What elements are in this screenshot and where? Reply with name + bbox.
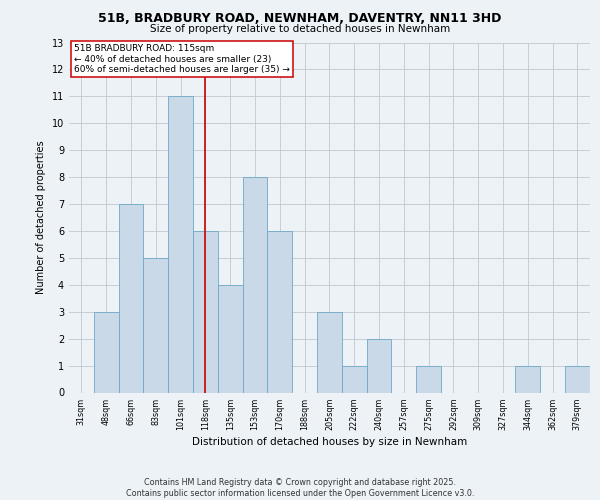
X-axis label: Distribution of detached houses by size in Newnham: Distribution of detached houses by size … — [192, 437, 467, 447]
Bar — [242, 177, 268, 392]
Y-axis label: Number of detached properties: Number of detached properties — [36, 140, 46, 294]
Text: 51B, BRADBURY ROAD, NEWNHAM, DAVENTRY, NN11 3HD: 51B, BRADBURY ROAD, NEWNHAM, DAVENTRY, N… — [98, 12, 502, 26]
Bar — [317, 312, 342, 392]
Bar — [193, 231, 218, 392]
Bar — [342, 366, 367, 392]
Text: Size of property relative to detached houses in Newnham: Size of property relative to detached ho… — [150, 24, 450, 34]
Bar — [143, 258, 168, 392]
Bar — [94, 312, 119, 392]
Text: Contains HM Land Registry data © Crown copyright and database right 2025.
Contai: Contains HM Land Registry data © Crown c… — [126, 478, 474, 498]
Bar — [218, 285, 242, 393]
Bar — [168, 96, 193, 393]
Bar — [515, 366, 540, 392]
Bar — [268, 231, 292, 392]
Bar — [565, 366, 590, 392]
Bar — [367, 338, 391, 392]
Text: 51B BRADBURY ROAD: 115sqm
← 40% of detached houses are smaller (23)
60% of semi-: 51B BRADBURY ROAD: 115sqm ← 40% of detac… — [74, 44, 290, 74]
Bar — [416, 366, 441, 392]
Bar — [119, 204, 143, 392]
